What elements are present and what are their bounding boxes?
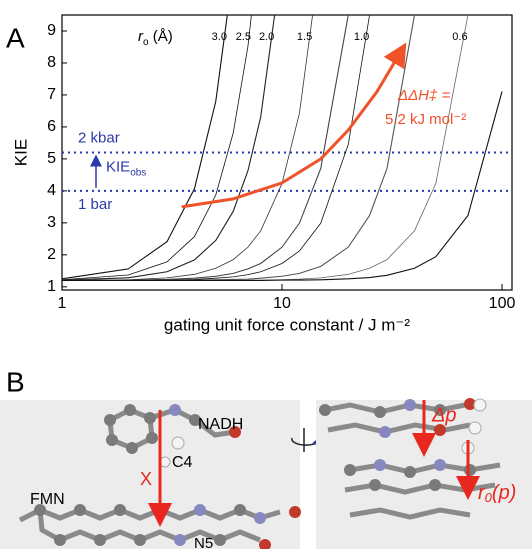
y-tick-label: 6	[47, 118, 56, 135]
curve-label: 1.5	[297, 31, 312, 43]
lower-label: 1 bar	[78, 196, 112, 213]
label-c4: C4	[172, 454, 193, 471]
label-dp: Δp	[431, 404, 457, 426]
label-r0p: r0(p)	[478, 482, 516, 505]
curve	[62, 0, 502, 280]
x-tick-label: 10	[273, 295, 291, 312]
kie-text: KIE	[106, 159, 130, 176]
y-tick-label: 3	[47, 214, 56, 231]
kie-obs-label: KIEobs	[106, 159, 146, 179]
y-tick-label: 8	[47, 54, 56, 71]
x-tick-label: 1	[58, 295, 67, 312]
arrow-label: ΔΔH‡ =	[397, 87, 450, 104]
curve-label: 1.0	[354, 31, 369, 43]
trend-arrow	[182, 50, 402, 207]
curves	[62, 0, 502, 280]
panel-label: A	[6, 22, 25, 53]
header-rest: (Å)	[149, 28, 173, 45]
arrow-label-2: 5.2 kJ mol⁻²	[385, 111, 466, 128]
y-tick-label: 7	[47, 86, 56, 103]
y-tick-label: 1	[47, 278, 56, 295]
y-axis-title: KIE	[11, 139, 30, 166]
y-tick-label: 2	[47, 246, 56, 263]
curve-label: 3.0	[212, 31, 227, 43]
series-header: ro (Å)	[138, 28, 173, 48]
y-tick-label: 4	[47, 182, 56, 199]
curve-label: 2.5	[236, 31, 251, 43]
x-axis-title: gating unit force constant / J m⁻²	[164, 315, 410, 334]
y-tick-label: 5	[47, 150, 56, 167]
curve-label: 2.0	[259, 31, 274, 43]
label-n5: N5	[194, 535, 213, 549]
label-x: X	[140, 469, 152, 489]
figure: A B 1 2 3 4 5 6 7 8 9 1 10 100 gating unit force con…	[0, 0, 532, 549]
label-r-rest: (p)	[492, 482, 516, 504]
panel-label: B	[6, 366, 25, 397]
label-nadh: NADH	[198, 416, 243, 433]
upper-label: 2 kbar	[78, 129, 120, 146]
y-tick-label: 9	[47, 22, 56, 39]
chart: 1 2 3 4 5 6 7 8 9 1 10 100 gating unit force constan…	[11, 0, 515, 334]
x-tick-label: 100	[489, 295, 516, 312]
label-fmn: FMN	[30, 491, 65, 508]
molecule-right	[316, 398, 532, 549]
curve-label: 0.6	[452, 31, 467, 43]
kie-sub: obs	[130, 167, 146, 178]
